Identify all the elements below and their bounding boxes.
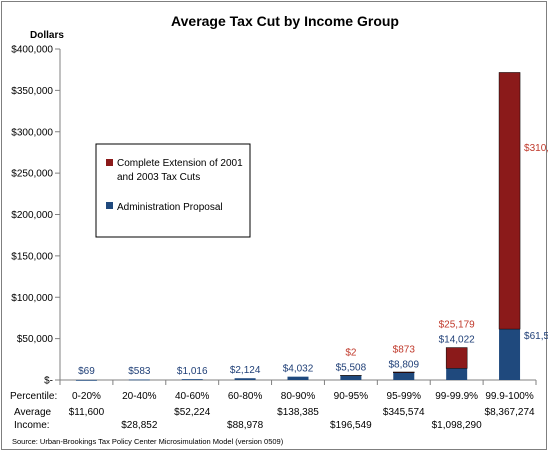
category-label: 0-20% [72, 391, 101, 402]
income-value: $345,574 [383, 407, 425, 418]
category-label: 95-99% [387, 391, 422, 402]
category-labels: 0-20% $11,600 20-40% $28,852 40-60% $52,224 60… [69, 391, 535, 431]
data-label-admin: $69 [78, 366, 95, 377]
data-label-admin: $4,032 [283, 364, 314, 375]
bars [75, 72, 521, 381]
income-value: $8,367,274 [485, 407, 535, 418]
income-value: $28,852 [121, 420, 158, 431]
bar-admin-99.9-100% [499, 329, 521, 380]
y-tick-label: $- [44, 376, 53, 387]
bar-admin-99-99.9% [446, 368, 468, 380]
bar-admin-60-80% [234, 378, 256, 380]
data-label-admin: $61,510 [524, 331, 548, 342]
bar-admin-0-20% [75, 379, 97, 381]
y-tick-label: $250,000 [11, 169, 53, 180]
data-label-admin: $5,508 [336, 362, 367, 373]
income-label-line2: Income: [14, 420, 50, 431]
income-value: $52,224 [174, 407, 211, 418]
category-label: 60-80% [228, 391, 263, 402]
bar-admin-40-60% [181, 379, 203, 380]
data-label-extension: $873 [393, 345, 416, 356]
data-label-admin: $14,022 [439, 335, 476, 346]
data-label-admin: $8,809 [388, 360, 419, 371]
bar-admin-80-90% [287, 376, 309, 380]
legend-label-admin: Administration Proposal [117, 202, 223, 213]
category-label: 80-90% [281, 391, 316, 402]
category-label: 90-95% [334, 391, 369, 402]
data-label-admin: $1,016 [177, 366, 208, 377]
income-value: $138,385 [277, 407, 319, 418]
data-label-extension: $2 [345, 347, 357, 358]
legend-box [95, 143, 251, 238]
category-label: 40-60% [175, 391, 210, 402]
income-value: $88,978 [227, 420, 264, 431]
income-value: $11,600 [69, 407, 105, 418]
legend-label-extension-line1: Complete Extension of 2001 [117, 158, 243, 169]
category-label: 99.9-100% [485, 391, 533, 402]
y-tick-label: $150,000 [11, 251, 53, 262]
y-tick-label: $300,000 [11, 127, 53, 138]
income-value: $196,549 [330, 420, 372, 431]
bar-extension-99-99.9% [445, 347, 468, 369]
legend-label-extension-line2: and 2003 Tax Cuts [117, 172, 200, 183]
data-labels: $69 $583 $1,016 $2,124 $4,032 $5,508 $2 $8,809 $… [78, 143, 548, 377]
legend: Complete Extension of 2001 and 2003 Tax … [95, 143, 251, 238]
data-label-admin: $583 [128, 366, 151, 377]
y-ticks: $- $50,000 $100,000 $150,000 $200,000 $250,00… [11, 45, 60, 387]
income-label-line1: Average [14, 407, 52, 418]
bar-extension-95-99% [393, 371, 415, 373]
percentile-label: Percentile: [10, 391, 57, 402]
bar-admin-20-40% [128, 379, 150, 381]
data-label-extension: $25,179 [439, 320, 476, 331]
legend-swatch-admin [106, 202, 113, 209]
y-tick-label: $50,000 [17, 334, 54, 345]
legend-swatch-extension [106, 159, 113, 166]
y-tick-label: $100,000 [11, 293, 53, 304]
data-label-extension: $310,140 [524, 143, 548, 154]
y-tick-label: $400,000 [11, 45, 53, 56]
income-value: $1,098,290 [432, 420, 482, 431]
category-label: 20-40% [122, 391, 157, 402]
bar-admin-95-99% [393, 372, 415, 380]
y-axis-label: Dollars [30, 30, 64, 41]
source-note: Source: Urban-Brookings Tax Policy Cente… [12, 437, 284, 446]
y-tick-label: $200,000 [11, 210, 53, 221]
chart-title: Average Tax Cut by Income Group [171, 13, 399, 29]
data-label-admin: $2,124 [230, 365, 261, 376]
y-tick-label: $350,000 [11, 86, 53, 97]
category-label: 99-99.9% [435, 391, 478, 402]
bar-admin-90-95% [340, 375, 362, 380]
bar-extension-99.9-100% [498, 72, 521, 330]
